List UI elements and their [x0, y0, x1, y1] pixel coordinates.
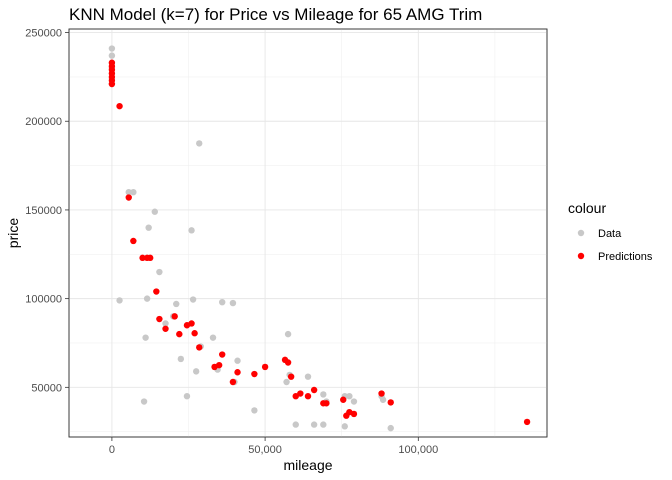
y-tick-label: 250000: [25, 28, 62, 40]
data-point: [234, 357, 241, 364]
data-point: [229, 299, 237, 307]
legend-key-predictions: [577, 252, 585, 260]
data-point: [116, 297, 123, 304]
data-point: [189, 296, 197, 303]
data-point: [151, 208, 158, 215]
y-axis: 50000 100000 150000 200000 250000: [25, 28, 69, 394]
prediction-point: [176, 330, 183, 338]
chart-title: KNN Model (k=7) for Price vs Mileage for…: [69, 5, 482, 24]
data-point: [310, 421, 318, 428]
prediction-point: [287, 373, 295, 380]
legend-label-predictions: Predictions: [598, 251, 653, 263]
data-point: [387, 424, 394, 432]
prediction-point: [310, 386, 318, 394]
prediction-point: [229, 378, 237, 386]
prediction-point: [196, 344, 203, 351]
data-point: [304, 373, 312, 380]
legend-title: colour: [568, 200, 606, 216]
plot-border: [68, 28, 548, 438]
prediction-point: [108, 80, 116, 88]
data-point: [177, 355, 185, 363]
y-tick-label: 150000: [25, 205, 62, 217]
prediction-point: [284, 359, 292, 366]
data-point: [183, 393, 191, 400]
data-point: [283, 378, 290, 386]
data-point: [156, 268, 163, 276]
x-tick-label: 50,000: [248, 444, 282, 456]
data-point: [130, 189, 137, 196]
data-point: [145, 224, 152, 231]
prediction-point: [139, 254, 146, 262]
legend-key-data: [577, 229, 585, 237]
x-tick-label: 0: [109, 444, 115, 456]
prediction-point: [340, 396, 347, 403]
data-points: [108, 45, 531, 432]
prediction-point: [116, 102, 123, 110]
data-point: [162, 320, 169, 327]
prediction-point: [153, 288, 160, 295]
data-point: [108, 45, 116, 52]
y-tick-label: 200000: [25, 116, 62, 128]
prediction-point: [188, 320, 195, 327]
data-point: [173, 300, 180, 308]
prediction-point: [162, 325, 169, 332]
data-point: [379, 396, 387, 403]
y-axis-title: price: [5, 218, 21, 249]
data-point: [108, 52, 116, 59]
prediction-point: [387, 399, 394, 406]
data-point: [140, 398, 148, 405]
data-point: [196, 140, 203, 147]
prediction-point: [323, 400, 330, 407]
data-point: [341, 423, 348, 430]
x-axis: 0 50,000 100,000: [109, 437, 438, 456]
data-point: [143, 295, 151, 302]
data-point: [251, 407, 258, 414]
data-point: [188, 227, 195, 234]
data-point: [209, 334, 217, 341]
prediction-point: [261, 363, 269, 371]
prediction-point: [156, 315, 163, 323]
data-point: [142, 334, 149, 341]
legend: colour Data Predictions: [568, 200, 653, 263]
prediction-point: [191, 330, 198, 337]
series-predictions: [108, 59, 531, 426]
data-point: [346, 393, 353, 400]
prediction-point: [234, 369, 241, 376]
data-point: [320, 421, 327, 428]
prediction-point: [215, 361, 223, 369]
prediction-point: [350, 410, 358, 418]
data-point: [125, 189, 132, 196]
prediction-point: [523, 418, 531, 426]
data-point: [219, 298, 226, 306]
prediction-point: [378, 390, 385, 397]
prediction-point: [297, 390, 304, 397]
prediction-point: [304, 393, 312, 400]
data-point: [192, 368, 200, 375]
prediction-point: [219, 351, 226, 358]
prediction-point: [130, 237, 137, 245]
prediction-point: [146, 254, 154, 262]
prediction-point: [171, 313, 178, 320]
y-tick-label: 50000: [31, 382, 62, 394]
prediction-point: [251, 370, 258, 378]
plot-panel: [68, 28, 548, 438]
data-point: [292, 421, 299, 428]
prediction-point: [125, 194, 132, 201]
legend-label-data: Data: [598, 228, 622, 240]
data-point: [320, 391, 327, 398]
data-point: [350, 398, 358, 405]
x-tick-label: 100,000: [398, 444, 438, 456]
x-axis-title: mileage: [283, 457, 332, 473]
y-tick-label: 100000: [25, 294, 62, 306]
data-point: [284, 330, 292, 338]
